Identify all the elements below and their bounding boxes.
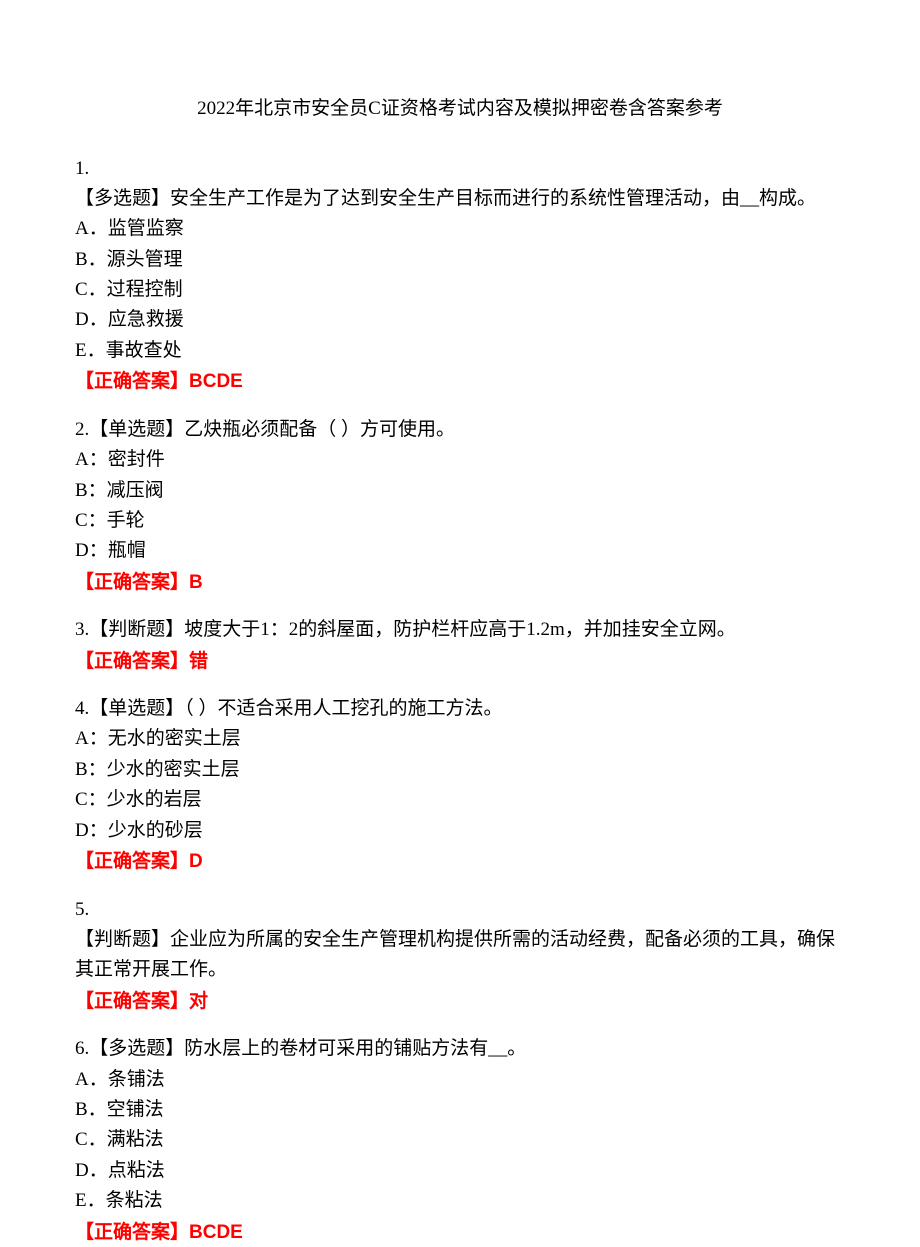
option: D．点粘法: [75, 1156, 845, 1186]
option: A：无水的密实土层: [75, 724, 845, 754]
question-block: 6.【多选题】防水层上的卷材可采用的铺贴方法有__。 A．条铺法 B．空铺法 C…: [75, 1034, 845, 1247]
question-number: 1.: [75, 154, 845, 184]
question-text: 【多选题】安全生产工作是为了达到安全生产目标而进行的系统性管理活动，由__构成。: [75, 184, 845, 214]
question-text: 【判断题】企业应为所属的安全生产管理机构提供所需的活动经费，配备必须的工具，确保…: [75, 925, 845, 986]
answer: 【正确答案】错: [75, 648, 845, 677]
answer-value: BCDE: [189, 371, 243, 392]
question-text: 2.【单选题】乙炔瓶必须配备（ ）方可使用。: [75, 415, 845, 445]
question-number: 3.: [75, 619, 89, 640]
answer: 【正确答案】对: [75, 988, 845, 1017]
question-body: 安全生产工作是为了达到安全生产目标而进行的系统性管理活动，由__构成。: [170, 188, 816, 209]
option: B：少水的密实土层: [75, 755, 845, 785]
question-type: 【判断题】: [89, 619, 184, 640]
option: A：密封件: [75, 445, 845, 475]
answer-label: 【正确答案】: [75, 651, 189, 672]
question-text: 4.【单选题】（ ）不适合采用人工挖孔的施工方法。: [75, 694, 845, 724]
question-block: 5. 【判断题】企业应为所属的安全生产管理机构提供所需的活动经费，配备必须的工具…: [75, 895, 845, 1017]
option: E．事故查处: [75, 336, 845, 366]
answer-label: 【正确答案】: [75, 572, 189, 593]
option: C．过程控制: [75, 275, 845, 305]
question-type: 【多选题】: [89, 1038, 184, 1059]
question-text: 3.【判断题】坡度大于1：2的斜屋面，防护栏杆应高于1.2m，并加挂安全立网。: [75, 615, 845, 645]
answer-value: 对: [189, 991, 208, 1012]
question-block: 4.【单选题】（ ）不适合采用人工挖孔的施工方法。 A：无水的密实土层 B：少水…: [75, 694, 845, 876]
option: A．监管监察: [75, 214, 845, 244]
option: D：少水的砂层: [75, 816, 845, 846]
option: C：少水的岩层: [75, 785, 845, 815]
answer-value: D: [189, 851, 203, 872]
answer-value: BCDE: [189, 1222, 243, 1243]
document-title: 2022年北京市安全员C证资格考试内容及模拟押密卷含答案参考: [75, 95, 845, 124]
question-block: 1. 【多选题】安全生产工作是为了达到安全生产目标而进行的系统性管理活动，由__…: [75, 154, 845, 397]
question-number: 2.: [75, 419, 89, 440]
question-type: 【判断题】: [75, 929, 170, 950]
question-body: （ ）不适合采用人工挖孔的施工方法。: [184, 698, 502, 719]
question-type: 【单选题】: [89, 698, 184, 719]
answer-value: 错: [189, 651, 208, 672]
option: B．源头管理: [75, 245, 845, 275]
answer: 【正确答案】BCDE: [75, 1219, 845, 1247]
question-block: 2.【单选题】乙炔瓶必须配备（ ）方可使用。 A：密封件 B：减压阀 C：手轮 …: [75, 415, 845, 597]
answer-label: 【正确答案】: [75, 371, 189, 392]
option: D．应急救援: [75, 305, 845, 335]
answer: 【正确答案】BCDE: [75, 368, 845, 397]
option: B：减压阀: [75, 476, 845, 506]
question-type: 【单选题】: [89, 419, 184, 440]
question-number: 4.: [75, 698, 89, 719]
option: D：瓶帽: [75, 536, 845, 566]
answer-label: 【正确答案】: [75, 991, 189, 1012]
question-text: 6.【多选题】防水层上的卷材可采用的铺贴方法有__。: [75, 1034, 845, 1064]
option: B．空铺法: [75, 1095, 845, 1125]
question-body: 乙炔瓶必须配备（ ）方可使用。: [184, 419, 455, 440]
question-block: 3.【判断题】坡度大于1：2的斜屋面，防护栏杆应高于1.2m，并加挂安全立网。 …: [75, 615, 845, 676]
question-type: 【多选题】: [75, 188, 170, 209]
answer: 【正确答案】D: [75, 848, 845, 877]
option: A．条铺法: [75, 1065, 845, 1095]
answer-label: 【正确答案】: [75, 1222, 189, 1243]
question-body: 坡度大于1：2的斜屋面，防护栏杆应高于1.2m，并加挂安全立网。: [184, 619, 736, 640]
answer-label: 【正确答案】: [75, 851, 189, 872]
option: C：手轮: [75, 506, 845, 536]
question-number: 6.: [75, 1038, 89, 1059]
option: C．满粘法: [75, 1125, 845, 1155]
question-body: 防水层上的卷材可采用的铺贴方法有__。: [184, 1038, 526, 1059]
question-number: 5.: [75, 895, 845, 925]
answer: 【正确答案】B: [75, 569, 845, 598]
answer-value: B: [189, 572, 203, 593]
question-body: 企业应为所属的安全生产管理机构提供所需的活动经费，配备必须的工具，确保其正常开展…: [75, 929, 835, 980]
